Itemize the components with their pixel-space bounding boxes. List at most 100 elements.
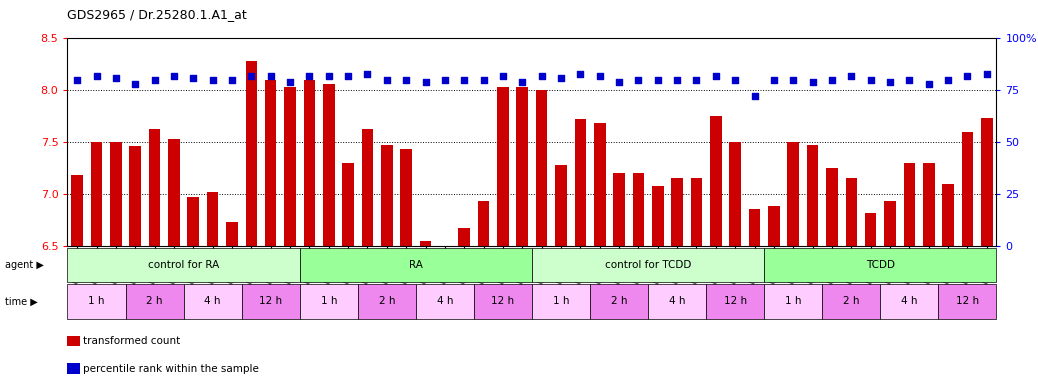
Bar (90, 142, 103, 246)
Bar (690, 178, 703, 246)
Text: 4 h: 4 h (204, 296, 221, 306)
Point (514, 79, 530, 85)
Text: 4 h: 4 h (437, 296, 454, 306)
Bar (884, 201, 896, 246)
Text: 2 h: 2 h (146, 296, 163, 306)
Point (69, 77, 85, 83)
Bar (768, 206, 780, 246)
Bar (923, 163, 934, 246)
Text: transformed count: transformed count (83, 336, 181, 346)
Bar (459, 228, 470, 246)
Point (534, 73, 550, 79)
Point (939, 77, 956, 83)
Bar (865, 213, 876, 246)
Point (727, 77, 743, 83)
Text: 2 h: 2 h (843, 296, 859, 306)
Text: 1 h: 1 h (553, 296, 569, 306)
Point (146, 77, 163, 83)
Bar (846, 178, 857, 246)
Point (921, 81, 937, 87)
Point (127, 81, 143, 87)
Bar (788, 142, 799, 246)
Point (901, 77, 918, 83)
Bar (981, 118, 992, 246)
Point (456, 77, 472, 83)
Point (785, 77, 801, 83)
Bar (226, 222, 238, 246)
Bar (961, 132, 974, 246)
Text: 1 h: 1 h (321, 296, 337, 306)
Point (321, 73, 337, 79)
Bar (72, 175, 83, 246)
Point (804, 79, 821, 85)
Bar (575, 119, 586, 246)
Point (688, 77, 705, 83)
Point (959, 73, 976, 79)
Point (863, 77, 879, 83)
Point (166, 73, 183, 79)
Point (339, 73, 356, 79)
Bar (207, 192, 218, 246)
Point (746, 93, 763, 99)
Bar (748, 210, 761, 246)
Bar (343, 163, 354, 246)
Point (301, 73, 318, 79)
Text: control for RA: control for RA (148, 260, 219, 270)
Point (630, 77, 647, 83)
Bar (903, 163, 916, 246)
Bar (613, 173, 625, 246)
Point (398, 77, 414, 83)
Point (243, 73, 260, 79)
Text: 2 h: 2 h (379, 296, 395, 306)
Point (495, 73, 512, 79)
Bar (555, 165, 567, 246)
Bar (807, 145, 818, 246)
Point (766, 77, 783, 83)
Point (88, 73, 105, 79)
Bar (130, 146, 141, 246)
Text: time ▶: time ▶ (5, 296, 38, 306)
Point (359, 71, 376, 77)
Bar (188, 197, 199, 246)
Point (843, 73, 859, 79)
Bar (401, 149, 412, 246)
Bar (148, 129, 160, 246)
Point (281, 79, 298, 85)
Bar (265, 80, 276, 246)
Point (824, 77, 841, 83)
Point (708, 73, 725, 79)
Bar (594, 123, 605, 246)
Point (185, 75, 201, 81)
Bar (381, 145, 392, 246)
Bar (652, 185, 663, 246)
Point (610, 79, 627, 85)
Point (379, 77, 395, 83)
Bar (672, 178, 683, 246)
Point (572, 71, 589, 77)
Point (437, 77, 454, 83)
Bar (826, 168, 838, 246)
Bar (477, 201, 489, 246)
Text: 12 h: 12 h (723, 296, 746, 306)
Bar (303, 80, 316, 246)
Point (417, 79, 434, 85)
Text: control for TCDD: control for TCDD (605, 260, 691, 270)
Bar (284, 87, 296, 246)
Bar (168, 139, 180, 246)
Text: agent ▶: agent ▶ (5, 260, 44, 270)
Text: 12 h: 12 h (260, 296, 282, 306)
Point (475, 77, 492, 83)
Point (263, 73, 279, 79)
Text: RA: RA (409, 260, 422, 270)
Point (592, 73, 608, 79)
Text: 4 h: 4 h (901, 296, 918, 306)
Text: percentile rank within the sample: percentile rank within the sample (83, 364, 258, 374)
Bar (419, 240, 432, 246)
Point (204, 77, 221, 83)
Text: 1 h: 1 h (88, 296, 105, 306)
Text: 4 h: 4 h (668, 296, 685, 306)
Bar (361, 129, 374, 246)
Bar (730, 142, 741, 246)
Text: 12 h: 12 h (956, 296, 979, 306)
Text: 2 h: 2 h (610, 296, 627, 306)
